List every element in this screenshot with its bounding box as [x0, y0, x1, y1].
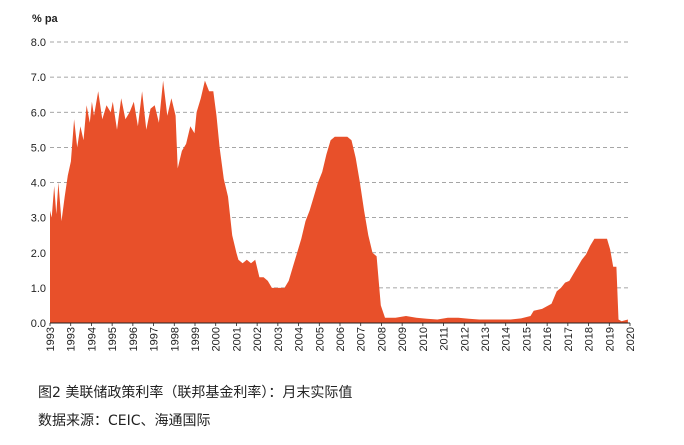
- y-tick-label: 1.0: [31, 283, 46, 295]
- x-tick-label: 2018: [584, 327, 596, 351]
- x-tick-label: 1995: [107, 327, 119, 351]
- x-tick-label: 2013: [480, 327, 492, 351]
- x-tick-label: 2015: [521, 327, 533, 351]
- x-tick-label: 2019: [604, 327, 616, 351]
- area-layer: [50, 80, 628, 323]
- y-tick-label: 7.0: [31, 72, 46, 84]
- x-tick-label: 2020: [625, 327, 637, 351]
- x-tick-label: 2002: [252, 327, 264, 351]
- x-tick-label: 1998: [169, 327, 181, 351]
- x-tick-label: 1993: [66, 327, 78, 351]
- x-tick-label: 2007: [356, 327, 368, 351]
- x-tick-label: 2008: [376, 327, 388, 351]
- x-tick-label: 1994: [86, 327, 98, 351]
- y-tick-labels: 0.0 1.0 2.0 3.0 4.0 5.0 6.0 7.0 8.0: [31, 37, 46, 330]
- x-tick-label: 2003: [273, 327, 285, 351]
- y-tick-label: 5.0: [31, 142, 46, 154]
- x-tick-label: 2014: [501, 327, 513, 351]
- y-axis-label: % pa: [32, 13, 59, 25]
- x-tick-label: 1993: [45, 327, 57, 351]
- x-tick-label: 2009: [397, 327, 409, 351]
- y-tick-label: 3.0: [31, 213, 46, 225]
- y-tick-label: 6.0: [31, 107, 46, 119]
- x-tick-label: 2004: [294, 327, 306, 351]
- x-tick-labels: 1993 1993 1994 1995 1996 1997 1998 1999 2000 2001…: [45, 323, 637, 351]
- y-tick-label: 2.0: [31, 248, 46, 260]
- series-area: [50, 80, 628, 323]
- x-tick-label: 1997: [149, 327, 161, 351]
- fed-funds-chart: 0.0 1.0 2.0 3.0 4.0 5.0 6.0 7.0 8.0 1993 1993 1994…: [31, 13, 637, 351]
- x-tick-label: 2017: [563, 327, 575, 351]
- x-tick-label: 2006: [335, 327, 347, 351]
- x-tick-label: 2011: [439, 327, 451, 351]
- x-tick-label: 2012: [459, 327, 471, 351]
- figure-title: 图2 美联储政策利率（联邦基金利率）：月末实际值: [38, 385, 353, 401]
- x-tick-label: 1999: [190, 327, 202, 351]
- x-tick-label: 2010: [418, 327, 430, 351]
- x-tick-label: 2005: [314, 327, 326, 351]
- y-tick-label: 4.0: [31, 178, 46, 190]
- x-tick-label: 2000: [211, 327, 223, 351]
- x-tick-label: 2016: [542, 327, 554, 351]
- y-tick-label: 0.0: [31, 318, 46, 330]
- figure-source: 数据来源：CEIC、海通国际: [38, 413, 211, 429]
- x-tick-label: 2001: [231, 327, 243, 351]
- y-tick-label: 8.0: [31, 37, 46, 49]
- x-tick-label: 1996: [128, 327, 140, 351]
